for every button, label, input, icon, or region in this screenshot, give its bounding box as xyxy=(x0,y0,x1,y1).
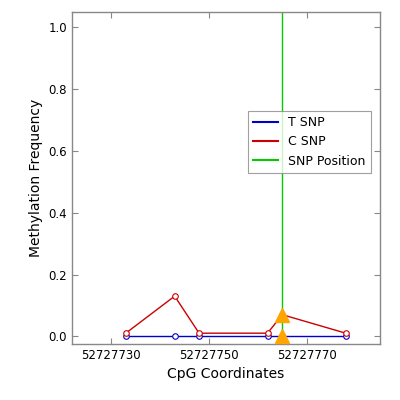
X-axis label: CpG Coordinates: CpG Coordinates xyxy=(167,368,285,382)
Legend: T SNP, C SNP, SNP Position: T SNP, C SNP, SNP Position xyxy=(248,111,371,173)
Y-axis label: Methylation Frequency: Methylation Frequency xyxy=(29,99,43,257)
